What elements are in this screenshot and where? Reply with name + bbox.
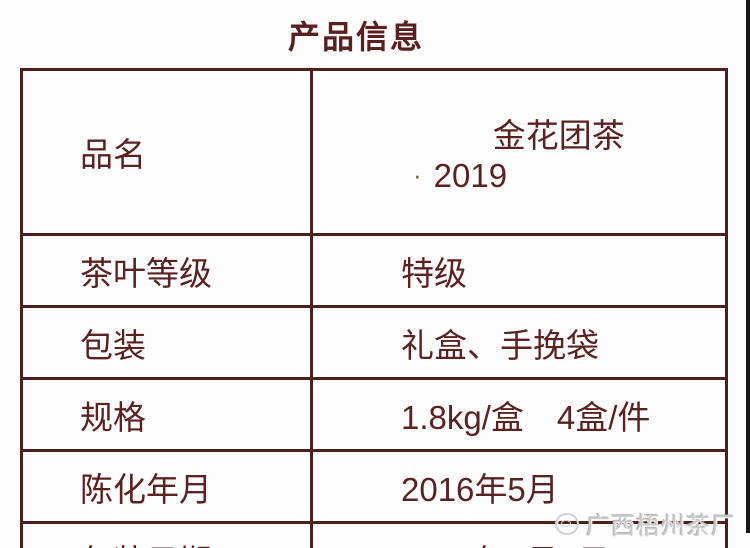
- product-info-table: 品名 金花团茶 · 2019 茶叶等级 特级 包装 礼盒、手挽袋 规格 1.8kg/…: [20, 68, 728, 548]
- right-edge-bar: [746, 0, 750, 533]
- page-title: 产品信息: [287, 19, 424, 55]
- row-value-packing-date: 2019年5月5日: [310, 521, 728, 548]
- product-name-year: 2019: [433, 157, 508, 194]
- row-label-specification: 规格: [20, 377, 313, 452]
- row-label-aging-date: 陈化年月: [20, 449, 313, 524]
- row-value-packaging: 礼盒、手挽袋: [310, 305, 728, 380]
- row-value-specification: 1.8kg/盒 4盒/件: [310, 377, 728, 452]
- row-value-tea-grade: 特级: [310, 233, 728, 308]
- row-label-packaging: 包装: [20, 305, 313, 380]
- watermark: 广西梧州茶厂: [555, 506, 736, 541]
- table-row-packing-date: 包装日期 2019年5月5日: [20, 521, 728, 548]
- name-separator-dot: ·: [413, 160, 422, 190]
- watermark-text: 广西梧州茶厂: [586, 513, 736, 540]
- row-value-product-name: 金花团茶 · 2019: [310, 68, 728, 236]
- table-row-tea-grade: 茶叶等级 特级: [20, 233, 728, 308]
- table-row-product-name: 品名 金花团茶 · 2019: [20, 68, 728, 236]
- row-label-tea-grade: 茶叶等级: [20, 233, 313, 308]
- product-name-text: 金花团茶: [492, 117, 625, 154]
- row-label-product-name: 品名: [20, 68, 313, 236]
- table-row-aging-date: 陈化年月 2016年5月: [20, 449, 728, 524]
- table-row-specification: 规格 1.8kg/盒 4盒/件: [20, 377, 728, 452]
- row-value-aging-date: 2016年5月: [310, 449, 728, 524]
- factory-logo-icon: [555, 512, 579, 535]
- row-label-packing-date: 包装日期: [20, 521, 313, 548]
- table-row-packaging: 包装 礼盒、手挽袋: [20, 305, 728, 380]
